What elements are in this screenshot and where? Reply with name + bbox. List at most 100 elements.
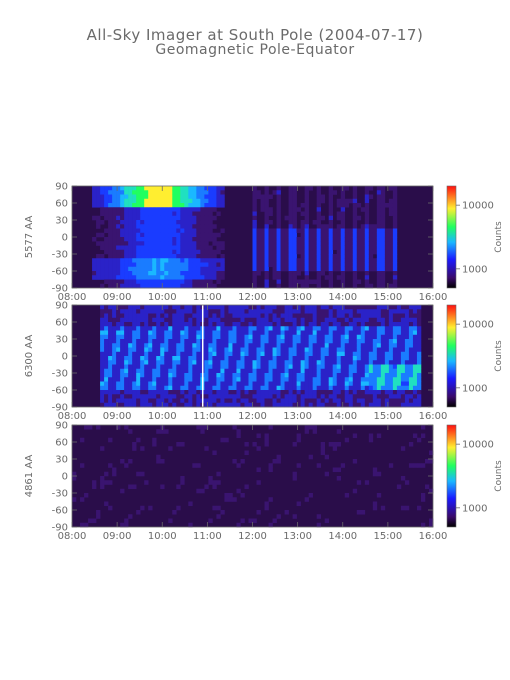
heatmap-cell [204, 190, 209, 195]
heatmap-cell [244, 484, 249, 490]
heatmap-cell [328, 232, 334, 238]
heatmap-cell [140, 220, 145, 225]
heatmap-cell [268, 360, 273, 365]
heatmap-cell [244, 394, 249, 399]
heatmap-cell [180, 334, 185, 340]
heatmap-cell [264, 266, 269, 272]
heatmap-cell [376, 398, 382, 404]
heatmap-cell [260, 356, 265, 361]
y-tick-label: 90 [55, 421, 68, 432]
heatmap-cell [116, 356, 121, 361]
heatmap-cell [144, 480, 149, 485]
heatmap-cell [124, 266, 129, 272]
heatmap-cell [120, 322, 125, 327]
heatmap-cell [112, 203, 117, 208]
heatmap-cell [236, 522, 241, 528]
heatmap-cell [232, 402, 237, 408]
heatmap-cell [212, 343, 217, 348]
heatmap-cell [212, 377, 217, 382]
heatmap-cell [236, 402, 241, 408]
heatmap-cell [276, 339, 281, 344]
heatmap-cell [364, 186, 370, 191]
heatmap-cell [184, 322, 189, 327]
heatmap-cell [136, 203, 141, 208]
heatmap-cell [364, 198, 370, 204]
heatmap-cell [176, 249, 181, 255]
heatmap-cell [100, 322, 105, 327]
heatmap-cell [148, 186, 153, 191]
heatmap-cell [204, 368, 209, 374]
heatmap-cell [368, 237, 374, 242]
heatmap-cell [252, 351, 257, 357]
heatmap-cell [396, 347, 402, 353]
heatmap-cell [368, 322, 374, 327]
heatmap-cell [328, 190, 334, 195]
heatmap-cell [240, 493, 245, 498]
heatmap-cell [124, 241, 129, 246]
heatmap-cell [172, 398, 177, 404]
heatmap-cell [192, 232, 197, 238]
heatmap-cell [160, 351, 165, 357]
heatmap-cell [368, 232, 374, 238]
heatmap-cell [328, 283, 334, 289]
heatmap-cell [392, 322, 398, 327]
heatmap-cell [116, 266, 121, 272]
heatmap-cell [404, 317, 410, 323]
heatmap-cell [276, 377, 281, 382]
heatmap-cell [152, 394, 157, 399]
heatmap-cell [372, 330, 378, 336]
heatmap-cell [264, 381, 269, 387]
heatmap-cell [376, 313, 382, 319]
heatmap-cell [192, 364, 197, 370]
heatmap-cell [204, 317, 209, 323]
heatmap-cell [164, 368, 169, 374]
heatmap-cell [256, 262, 261, 268]
heatmap-cell [108, 266, 113, 272]
heatmap-cell [376, 203, 382, 208]
heatmap-cell [180, 394, 185, 399]
heatmap-cell [336, 215, 342, 221]
heatmap-cell [220, 194, 225, 200]
heatmap-cell [304, 220, 309, 225]
heatmap-cell [136, 313, 141, 319]
heatmap-cell [324, 360, 330, 365]
heatmap-cell [256, 381, 261, 387]
heatmap-cell [136, 271, 141, 276]
heatmap-cell [328, 207, 334, 212]
heatmap-cell [288, 275, 293, 280]
y-tick-label: 0 [62, 233, 68, 244]
heatmap-cell [184, 385, 189, 391]
heatmap-cell [380, 394, 386, 399]
heatmap-cell [320, 442, 325, 447]
y-tick-label: 0 [62, 352, 68, 363]
heatmap-cell [300, 394, 305, 399]
heatmap-cell [328, 373, 334, 378]
heatmap-cell [96, 190, 101, 195]
heatmap-cell [288, 368, 293, 374]
heatmap-cell [140, 505, 145, 511]
heatmap-cell [324, 309, 330, 314]
heatmap-cell [264, 437, 269, 443]
heatmap-cell [188, 330, 193, 336]
heatmap-cell [332, 360, 338, 365]
heatmap-cell [308, 254, 313, 259]
heatmap-cell [152, 198, 157, 204]
heatmap-cell [380, 351, 386, 357]
heatmap-cell [116, 228, 121, 234]
heatmap-cell [312, 317, 317, 323]
heatmap-cell [388, 385, 394, 391]
heatmap-cell [148, 505, 153, 511]
heatmap-cell [192, 313, 197, 319]
heatmap-cell [168, 368, 173, 374]
heatmap-cell [332, 351, 338, 357]
heatmap-cell [160, 309, 165, 314]
heatmap-cell [128, 347, 133, 353]
heatmap-cell [332, 254, 338, 259]
heatmap-cell [372, 245, 378, 251]
heatmap-cell [176, 330, 181, 336]
heatmap-cell [144, 232, 149, 238]
heatmap-cell [408, 317, 414, 323]
heatmap-cell [220, 343, 225, 348]
heatmap-cell [128, 402, 133, 408]
heatmap-cell [168, 220, 173, 225]
